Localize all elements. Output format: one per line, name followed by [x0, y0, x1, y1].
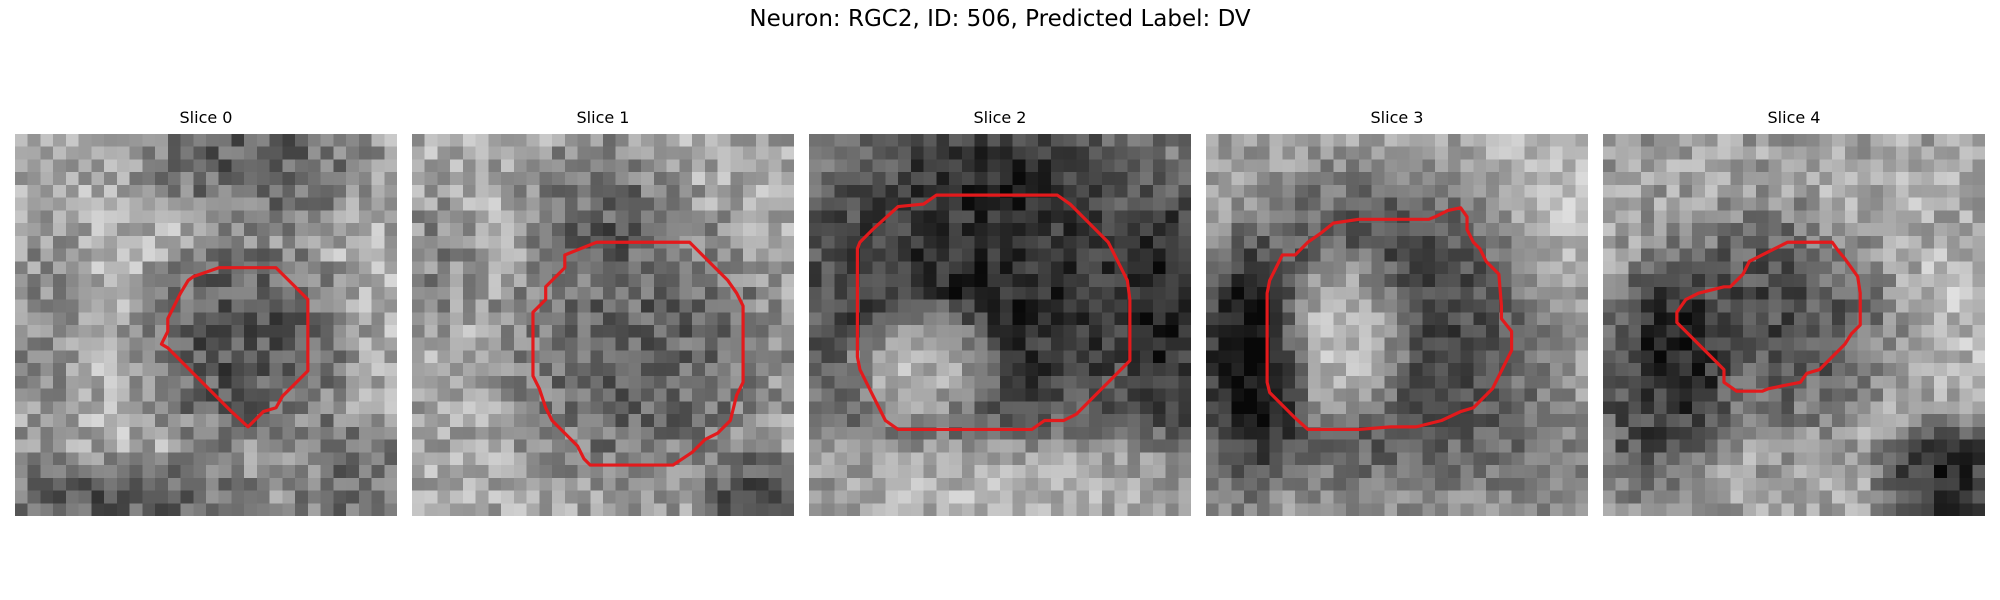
pixel-grid — [15, 134, 397, 516]
slice-image — [809, 134, 1191, 516]
pixel-grid — [809, 134, 1191, 516]
slice-image — [412, 134, 794, 516]
pixel-grid — [1206, 134, 1588, 516]
slice-title: Slice 2 — [973, 108, 1027, 127]
segmentation-contour — [159, 266, 310, 429]
slice-title: Slice 0 — [179, 108, 233, 127]
slice-title: Slice 4 — [1767, 108, 1821, 127]
pixel-grid — [1603, 134, 1985, 516]
slice-title: Slice 1 — [576, 108, 630, 127]
pixel-grid — [412, 134, 794, 516]
slice-image — [15, 134, 397, 516]
segmentation-contour — [531, 240, 745, 467]
segmentation-contour — [1675, 240, 1862, 393]
slice-image — [1603, 134, 1985, 516]
figure-title: Neuron: RGC2, ID: 506, Predicted Label: … — [749, 6, 1251, 32]
slice-image — [1206, 134, 1588, 516]
segmentation-contour — [855, 193, 1132, 432]
slice-title: Slice 3 — [1370, 108, 1424, 127]
segmentation-contour — [1265, 206, 1514, 432]
